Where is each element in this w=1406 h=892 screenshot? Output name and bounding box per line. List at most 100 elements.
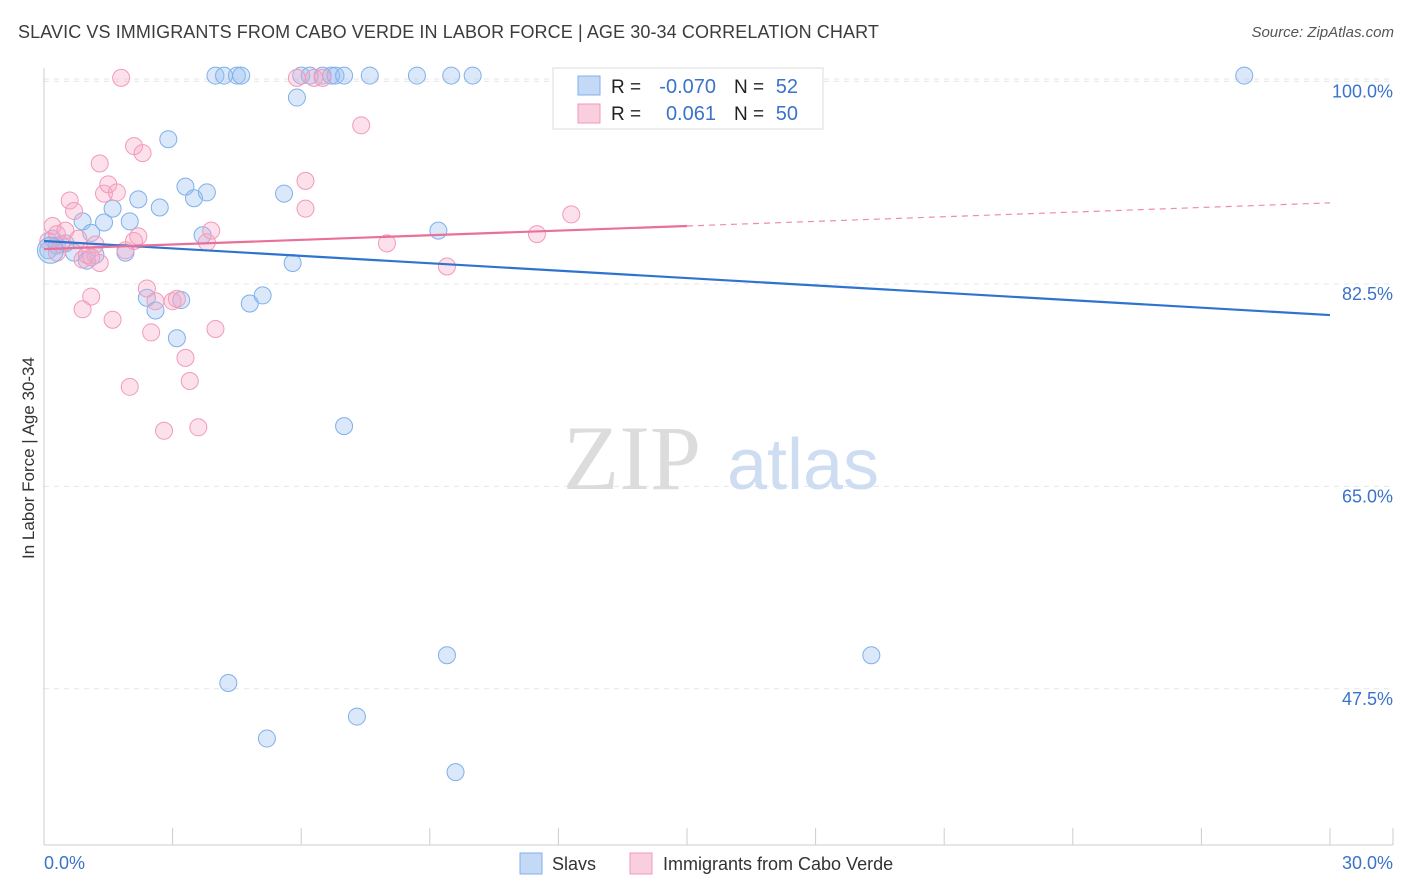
slavs-point (240, 294, 259, 313)
slavs-point (146, 301, 165, 320)
slavs-point (232, 66, 251, 85)
stats-legend: R = -0.070 N = 52 R = 0.061 N = 50 (552, 67, 824, 130)
cabo-verde-point (296, 171, 315, 190)
watermark-zip: ZIP (563, 407, 701, 509)
cabo-verde-point (437, 257, 456, 276)
x-tick-label-max: 30.0% (1342, 853, 1393, 873)
legend-n-value-2: 50 (776, 103, 798, 125)
cabo-verde-point (146, 292, 165, 311)
bottom-legend-label-cabo-verde: Immigrants from Cabo Verde (663, 854, 893, 874)
x-tick-label-min: 0.0% (44, 853, 85, 873)
slavs-point (407, 66, 426, 85)
slavs-point (283, 254, 302, 273)
legend-r-label-1: R = (611, 77, 641, 98)
y-tick-label: 82.5% (1342, 284, 1393, 304)
slavs-point (257, 729, 276, 748)
slavs-point (463, 66, 482, 85)
cabo-verde-point (107, 183, 126, 202)
cabo-verde-point (103, 310, 122, 329)
cabo-verde-point (206, 319, 225, 338)
slavs-point (36, 236, 64, 264)
chart-source: Source: ZipAtlas.com (1251, 24, 1394, 41)
slavs-point (159, 130, 178, 149)
slavs-point (219, 674, 238, 693)
chart-title: SLAVIC VS IMMIGRANTS FROM CABO VERDE IN … (18, 22, 879, 42)
cabo-verde-trend-extension (686, 202, 1331, 227)
y-tick-label: 100.0% (1332, 81, 1393, 101)
cabo-verde-trend-line (43, 224, 688, 251)
cabo-verde-point (65, 201, 84, 220)
cabo-verde-point (313, 68, 332, 87)
y-tick-label: 65.0% (1342, 486, 1393, 506)
watermark: ZIP atlas (563, 407, 879, 509)
cabo-verde-point (82, 287, 101, 306)
gridlines (44, 78, 1393, 690)
slavs-point (197, 183, 216, 202)
slavs-point (103, 199, 122, 218)
cabo-verde-point (189, 418, 208, 437)
legend-n-label-1: N = (734, 77, 764, 98)
cabo-verde-point (176, 348, 195, 367)
legend-swatch-cabo-verde (577, 103, 601, 124)
slavs-trend-line (43, 239, 1331, 317)
bottom-legend-label-slavs: Slavs (552, 854, 596, 874)
cabo-verde-point (202, 221, 221, 240)
cabo-verde-point (142, 323, 161, 342)
cabo-verde-point (287, 68, 306, 87)
bottom-legend-swatch-slavs (519, 852, 543, 875)
cabo-verde-point (112, 68, 131, 87)
slavs-point (150, 198, 169, 217)
cabo-verde-point (129, 227, 148, 246)
cabo-verde-point (82, 248, 101, 267)
slavs-point (287, 88, 306, 107)
slavs-point (95, 213, 114, 232)
slavs-point (335, 66, 354, 85)
cabo-verde-point (180, 372, 199, 391)
slavs-point (167, 329, 186, 348)
bottom-legend-swatch-cabo-verde (629, 852, 653, 875)
slavs-point (360, 66, 379, 85)
slavs-point (275, 184, 294, 203)
legend-r-value-1: -0.070 (659, 76, 716, 98)
slavs-point (335, 417, 354, 436)
y-tick-label: 47.5% (1342, 689, 1393, 709)
slavs-point (347, 707, 366, 726)
series-legend: Slavs Immigrants from Cabo Verde (519, 852, 893, 875)
cabo-verde-point (377, 234, 396, 253)
slavs-point (227, 66, 246, 85)
legend-n-value-1: 52 (776, 76, 798, 98)
axes (43, 68, 1394, 846)
slavs-point (437, 646, 456, 665)
slavs-point (429, 221, 448, 240)
y-axis-label: In Labor Force | Age 30-34 (19, 357, 38, 559)
watermark-atlas: atlas (727, 425, 879, 505)
cabo-verde-point (133, 144, 152, 163)
cabo-verde-point (69, 229, 88, 248)
slavs-point (862, 646, 881, 665)
cabo-verde-point (527, 225, 546, 244)
cabo-verde-point (296, 199, 315, 218)
legend-n-label-2: N = (734, 104, 764, 125)
legend-swatch-slavs (577, 75, 601, 96)
cabo-verde-point (120, 377, 139, 396)
slavs-point (129, 190, 148, 209)
trend-lines (43, 202, 1331, 317)
slavs-point (253, 286, 272, 305)
legend-r-label-2: R = (611, 104, 641, 125)
y-tick-labels: 47.5% 65.0% 82.5% 100.0% (1332, 81, 1393, 708)
cabo-verde-point (90, 154, 109, 173)
cabo-verde-point (167, 289, 186, 308)
slavs-point (446, 763, 465, 782)
slavs-point (1235, 66, 1254, 85)
slavs-point (442, 66, 461, 85)
cabo-verde-point (73, 300, 92, 319)
legend-r-value-2: 0.061 (666, 103, 716, 125)
cabo-verde-point (95, 184, 114, 203)
cabo-verde-point (562, 205, 581, 224)
cabo-verde-point (352, 116, 371, 135)
cabo-verde-point (56, 221, 75, 240)
slavs-point (120, 212, 139, 231)
cabo-verde-point (60, 191, 79, 210)
cabo-verde-point (137, 279, 156, 298)
